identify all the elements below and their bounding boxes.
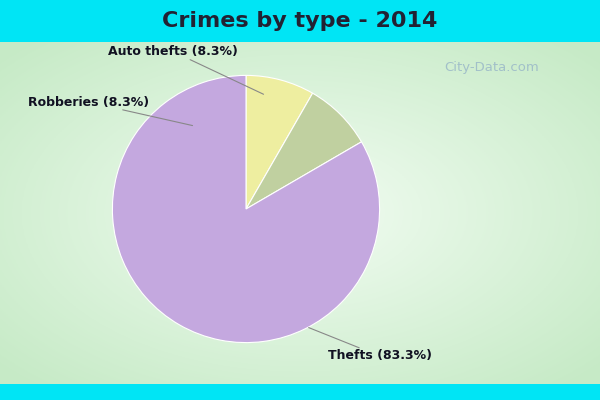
Wedge shape xyxy=(112,75,380,342)
Wedge shape xyxy=(246,93,361,209)
Wedge shape xyxy=(246,75,313,209)
Text: Auto thefts (8.3%): Auto thefts (8.3%) xyxy=(107,45,263,94)
Text: Robberies (8.3%): Robberies (8.3%) xyxy=(28,96,193,126)
Text: City-Data.com: City-Data.com xyxy=(445,62,539,74)
Text: Crimes by type - 2014: Crimes by type - 2014 xyxy=(163,11,437,31)
Text: Thefts (83.3%): Thefts (83.3%) xyxy=(308,328,431,362)
